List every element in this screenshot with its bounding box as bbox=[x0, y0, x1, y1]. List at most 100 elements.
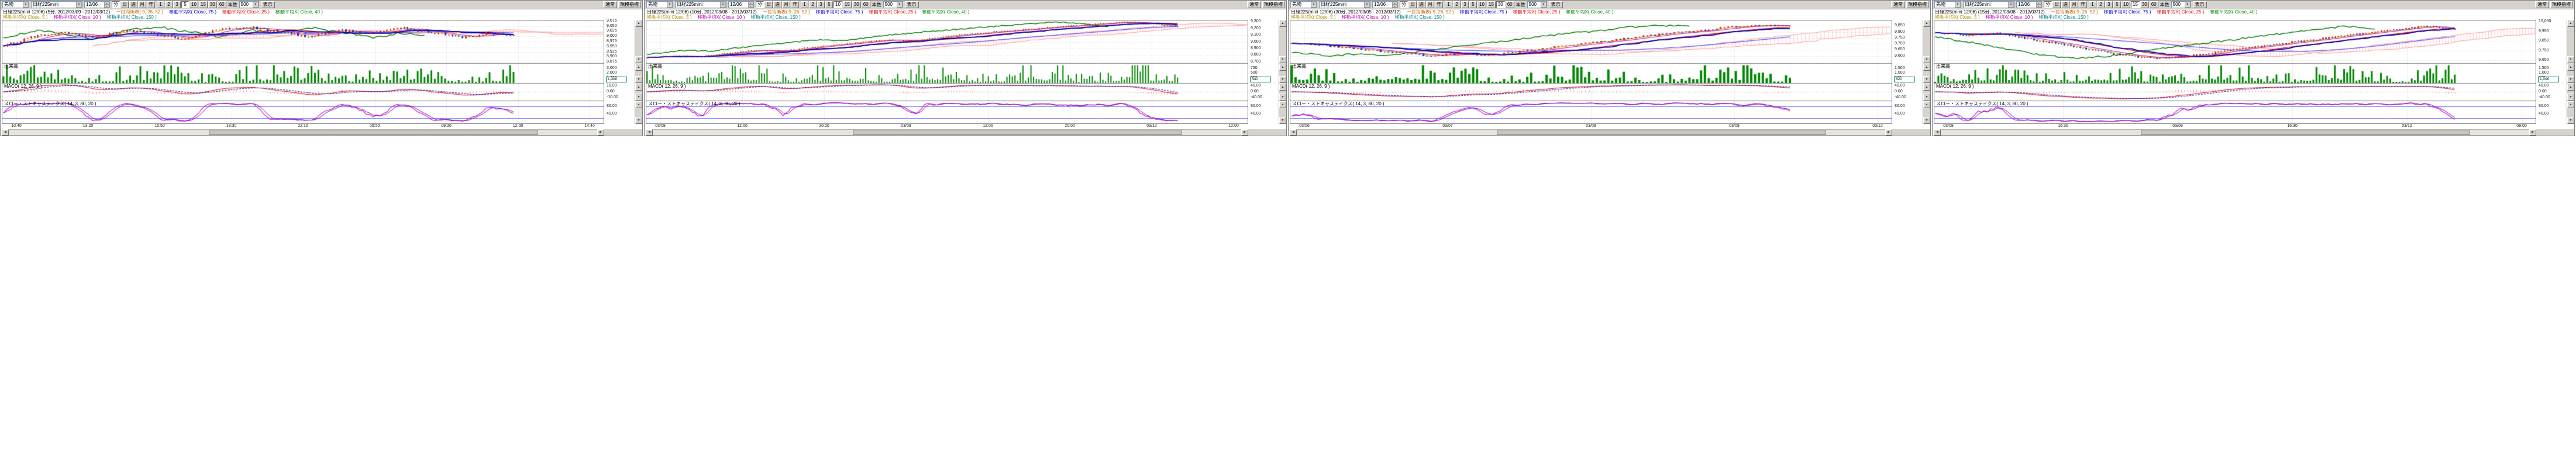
contract-month-spinner[interactable]: 12/06 ▲ ▼ bbox=[2016, 1, 2042, 8]
minute-button-3[interactable]: 3 bbox=[173, 1, 181, 8]
minute-button-10[interactable]: 10 bbox=[834, 1, 842, 8]
bars-count-select[interactable]: 500 ▼ bbox=[2171, 1, 2191, 8]
minute-button-30[interactable]: 30 bbox=[208, 1, 217, 8]
market-select[interactable]: 先物 ▼ bbox=[1290, 1, 1317, 8]
bars-count-select[interactable]: 500 ▼ bbox=[239, 1, 259, 8]
minute-button-2[interactable]: 2 bbox=[165, 1, 173, 8]
minute-button-10[interactable]: 10 bbox=[2122, 1, 2130, 8]
h-scroll-thumb[interactable] bbox=[209, 130, 539, 135]
spinner-down-icon[interactable]: ▼ bbox=[1392, 5, 1397, 8]
scroll-left-button[interactable]: ◀ bbox=[1934, 129, 1941, 136]
minute-button-60[interactable]: 60 bbox=[217, 1, 226, 8]
section-scroll-down-button[interactable]: ▼ bbox=[1279, 117, 1286, 124]
section-scroll-up-button[interactable]: ▲ bbox=[635, 84, 642, 91]
spinner-up-icon[interactable]: ▲ bbox=[1392, 2, 1397, 5]
indicator-button[interactable]: 規模指標 bbox=[1906, 1, 1928, 8]
period-button-week[interactable]: 週 bbox=[2061, 1, 2069, 8]
minute-button-60[interactable]: 60 bbox=[2149, 1, 2158, 8]
spinner-down-icon[interactable]: ▼ bbox=[748, 5, 753, 8]
period-button-week[interactable]: 週 bbox=[129, 1, 137, 8]
minute-button-3[interactable]: 3 bbox=[817, 1, 825, 8]
period-button-day[interactable]: 日 bbox=[2052, 1, 2061, 8]
bars-count-select[interactable]: 500 ▼ bbox=[883, 1, 903, 8]
spinner-down-icon[interactable]: ▼ bbox=[2036, 5, 2041, 8]
minute-button-10[interactable]: 10 bbox=[190, 1, 198, 8]
period-button-min[interactable]: 分 bbox=[112, 1, 120, 8]
section-scroll-down-button[interactable]: ▼ bbox=[1279, 94, 1286, 101]
minute-button-15[interactable]: 15 bbox=[1486, 1, 1496, 8]
scroll-right-button[interactable]: ▶ bbox=[2529, 129, 2536, 136]
price-chart-canvas[interactable] bbox=[1934, 20, 2536, 124]
minute-button-2[interactable]: 2 bbox=[809, 1, 817, 8]
minute-button-1[interactable]: 1 bbox=[2089, 1, 2096, 8]
indicator-button[interactable]: 規模指標 bbox=[2550, 1, 2572, 8]
section-scroll-up-button[interactable]: ▲ bbox=[1923, 84, 1930, 91]
section-scroll-up-button[interactable]: ▲ bbox=[2567, 20, 2574, 27]
spinner-up-icon[interactable]: ▲ bbox=[2036, 2, 2041, 5]
section-scroll-up-button[interactable]: ▲ bbox=[2567, 64, 2574, 71]
section-scroll-down-button[interactable]: ▼ bbox=[635, 117, 642, 124]
period-button-year[interactable]: 年 bbox=[147, 1, 155, 8]
h-scroll-thumb[interactable] bbox=[2141, 130, 2471, 135]
scroll-right-button[interactable]: ▶ bbox=[597, 129, 604, 136]
section-scroll-down-button[interactable]: ▼ bbox=[1923, 56, 1930, 63]
minute-button-1[interactable]: 1 bbox=[1445, 1, 1452, 8]
h-scroll-track[interactable] bbox=[1297, 129, 1885, 136]
minute-button-5[interactable]: 5 bbox=[2113, 1, 2121, 8]
section-scroll-up-button[interactable]: ▲ bbox=[635, 64, 642, 71]
section-scroll-up-button[interactable]: ▲ bbox=[1279, 101, 1286, 108]
section-scroll-down-button[interactable]: ▼ bbox=[1279, 56, 1286, 63]
period-button-min[interactable]: 分 bbox=[1400, 1, 1408, 8]
section-scroll-up-button[interactable]: ▲ bbox=[1923, 20, 1930, 27]
section-scroll-down-button[interactable]: ▼ bbox=[635, 56, 642, 63]
h-scroll-thumb[interactable] bbox=[1497, 130, 1827, 135]
minute-button-60[interactable]: 60 bbox=[861, 1, 870, 8]
spinner-down-icon[interactable]: ▼ bbox=[104, 5, 109, 8]
normal-mode-button[interactable]: 通常 bbox=[603, 1, 617, 8]
symbol-select[interactable]: 日経225mini ▼ bbox=[1319, 1, 1370, 8]
section-scroll-down-button[interactable]: ▼ bbox=[635, 94, 642, 101]
contract-month-spinner[interactable]: 12/06 ▲ ▼ bbox=[1372, 1, 1398, 8]
period-button-day[interactable]: 日 bbox=[120, 1, 129, 8]
section-scroll-down-button[interactable]: ▼ bbox=[2567, 94, 2574, 101]
minute-button-15[interactable]: 15 bbox=[842, 1, 852, 8]
minute-button-1[interactable]: 1 bbox=[801, 1, 808, 8]
minute-button-5[interactable]: 5 bbox=[181, 1, 189, 8]
section-scroll-down-button[interactable]: ▼ bbox=[2567, 76, 2574, 83]
h-scroll-track[interactable] bbox=[1941, 129, 2529, 136]
section-scroll-down-button[interactable]: ▼ bbox=[1279, 76, 1286, 83]
period-button-year[interactable]: 年 bbox=[791, 1, 799, 8]
market-select[interactable]: 先物 ▼ bbox=[646, 1, 673, 8]
display-button[interactable]: 表示 bbox=[904, 1, 919, 8]
minute-button-30[interactable]: 30 bbox=[2140, 1, 2149, 8]
scroll-right-button[interactable]: ▶ bbox=[1885, 129, 1892, 136]
h-scroll-track[interactable] bbox=[9, 129, 597, 136]
period-button-month[interactable]: 月 bbox=[138, 1, 146, 8]
minute-button-2[interactable]: 2 bbox=[1453, 1, 1461, 8]
bars-count-select[interactable]: 500 ▼ bbox=[1527, 1, 1547, 8]
minute-button-30[interactable]: 30 bbox=[852, 1, 861, 8]
minute-button-3[interactable]: 3 bbox=[1461, 1, 1469, 8]
minute-button-15[interactable]: 15 bbox=[198, 1, 208, 8]
contract-month-spinner[interactable]: 12/06 ▲ ▼ bbox=[84, 1, 110, 8]
scroll-right-button[interactable]: ▶ bbox=[1241, 129, 1248, 136]
section-scroll-down-button[interactable]: ▼ bbox=[1923, 117, 1930, 124]
minute-button-5[interactable]: 5 bbox=[1469, 1, 1477, 8]
spinner-up-icon[interactable]: ▲ bbox=[748, 2, 753, 5]
display-button[interactable]: 表示 bbox=[1548, 1, 1563, 8]
minute-button-15[interactable]: 15 bbox=[2130, 1, 2140, 8]
minute-button-10[interactable]: 10 bbox=[1478, 1, 1486, 8]
spinner-up-icon[interactable]: ▲ bbox=[104, 2, 109, 5]
minute-button-2[interactable]: 2 bbox=[2097, 1, 2105, 8]
symbol-select[interactable]: 日経225mini ▼ bbox=[1963, 1, 2014, 8]
symbol-select[interactable]: 日経225mini ▼ bbox=[675, 1, 726, 8]
period-button-min[interactable]: 分 bbox=[756, 1, 764, 8]
scroll-left-button[interactable]: ◀ bbox=[2, 129, 9, 136]
h-scroll-track[interactable] bbox=[653, 129, 1241, 136]
minute-button-60[interactable]: 60 bbox=[1505, 1, 1514, 8]
minute-button-5[interactable]: 5 bbox=[825, 1, 833, 8]
normal-mode-button[interactable]: 通常 bbox=[1891, 1, 1905, 8]
period-button-month[interactable]: 月 bbox=[782, 1, 790, 8]
period-button-week[interactable]: 週 bbox=[1417, 1, 1425, 8]
period-button-year[interactable]: 年 bbox=[1435, 1, 1443, 8]
